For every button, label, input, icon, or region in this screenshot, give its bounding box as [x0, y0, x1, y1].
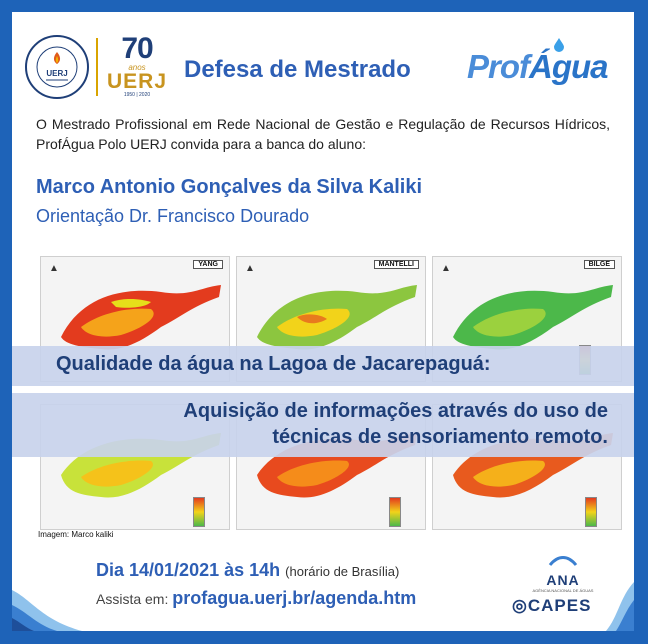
uerj-seal-logo: UERJ — [25, 35, 89, 99]
poster: UERJ 70 anos UERJ 1950 | 2020 Defesa de … — [12, 12, 634, 631]
logo-divider — [96, 38, 98, 96]
advisor: Orientação Dr. Francisco Dourado — [36, 206, 310, 226]
capes-logo: ◎CAPES — [512, 596, 591, 616]
anniversary-logo: 70 anos UERJ 1950 | 2020 — [104, 34, 170, 104]
event-url-link[interactable]: profagua.uerj.br/agenda.htm — [172, 588, 417, 608]
map-legend — [193, 497, 205, 527]
event-date-text: Dia 14/01/2021 às 14h — [96, 560, 281, 580]
map-legend — [585, 497, 597, 527]
watch-prefix: Assista em: — [96, 591, 169, 607]
profagua-prof: Prof — [467, 48, 530, 85]
image-credit: Imagem: Marco kaliki — [38, 530, 114, 539]
page-title: Defesa de Mestrado — [184, 56, 411, 83]
ana-subtext: AGÊNCIA NACIONAL DE ÁGUAS — [532, 588, 594, 593]
anniversary-name: UERJ — [106, 70, 168, 93]
ana-drop-icon — [548, 556, 578, 566]
ana-logo: ANA AGÊNCIA NACIONAL DE ÁGUAS — [518, 553, 608, 593]
title-band-2 — [12, 393, 634, 457]
ana-text: ANA — [546, 572, 580, 588]
student-name: Marco Antonio Gonçalves da Silva Kaliki — [36, 176, 423, 198]
intro-text: O Mestrado Profissional em Rede Nacional… — [36, 116, 610, 152]
profagua-logo: ProfÁgua — [467, 48, 608, 86]
map-image — [257, 285, 417, 350]
anniversary-number: 70 — [121, 32, 153, 65]
uerj-logo-text: UERJ — [46, 69, 67, 78]
map-image — [61, 285, 221, 350]
event-timezone: (horário de Brasília) — [285, 564, 400, 579]
north-arrow-icon: ▲ — [441, 263, 451, 274]
north-arrow-icon: ▲ — [49, 263, 59, 274]
map-label: MANTELLI — [373, 260, 419, 269]
map-label: BILGE — [583, 260, 615, 269]
capes-icon: ◎ — [512, 596, 528, 615]
thesis-title-line-2a: Aquisição de informações através do uso … — [183, 400, 608, 422]
north-arrow-icon: ▲ — [245, 263, 255, 274]
anniversary-anos: anos — [128, 63, 146, 72]
thesis-title-line-2: Aquisição de informações através do uso … — [183, 398, 608, 450]
map-legend — [389, 497, 401, 527]
water-drop-icon — [554, 38, 564, 52]
profagua-agua: Água — [529, 48, 608, 85]
thesis-title-line-1: Qualidade da água na Lagoa de Jacarepagu… — [56, 353, 491, 375]
capes-text: CAPES — [527, 596, 592, 615]
map-label: YANG — [193, 260, 223, 269]
map-image — [453, 285, 613, 350]
watch-line: Assista em: profagua.uerj.br/agenda.htm — [96, 588, 416, 609]
event-date: Dia 14/01/2021 às 14h (horário de Brasíl… — [96, 560, 399, 581]
wave-decoration — [606, 582, 634, 631]
title-band-1 — [12, 346, 634, 386]
wave-decoration — [12, 590, 82, 631]
anniversary-years: 1950 | 2020 — [123, 92, 151, 98]
thesis-title-line-2b: técnicas de sensoriamento remoto. — [272, 426, 608, 448]
